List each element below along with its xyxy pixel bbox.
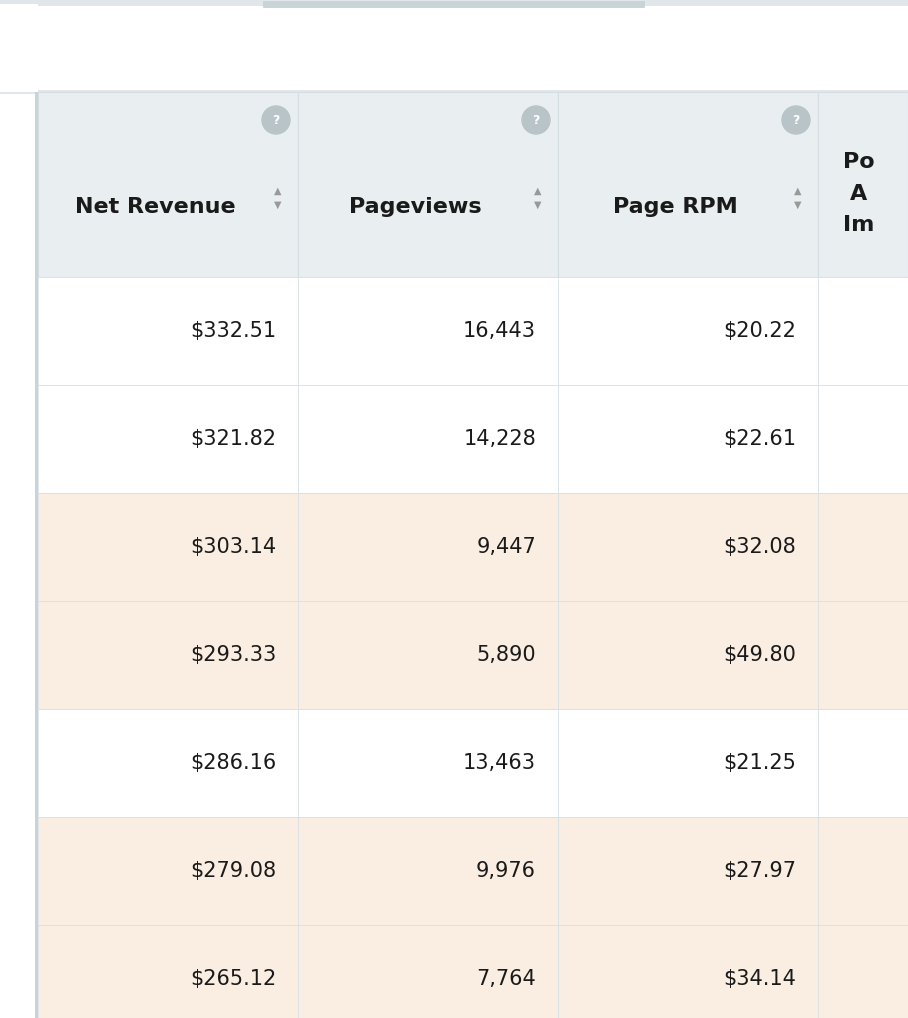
Bar	[38, 92, 298, 277]
Bar	[818, 493, 908, 601]
Bar	[0, 92, 908, 94]
Bar	[298, 493, 558, 601]
Text: 9,976: 9,976	[476, 861, 536, 881]
Text: 9,447: 9,447	[477, 538, 536, 557]
Bar	[558, 385, 818, 493]
Bar	[818, 925, 908, 1018]
Bar	[558, 277, 818, 385]
Bar	[38, 601, 298, 709]
Bar	[38, 925, 298, 1018]
Text: Pageviews: Pageviews	[350, 196, 482, 217]
Text: $286.16: $286.16	[190, 753, 276, 773]
Text: ?: ?	[532, 113, 539, 126]
Text: $303.14: $303.14	[190, 538, 276, 557]
Bar	[0, 0, 38, 1018]
Text: ▲: ▲	[794, 185, 802, 195]
Text: $21.25: $21.25	[723, 753, 796, 773]
Bar	[558, 493, 818, 601]
Text: $20.22: $20.22	[723, 321, 796, 341]
Text: ?: ?	[272, 113, 280, 126]
Bar	[298, 601, 558, 709]
Text: A: A	[850, 184, 867, 204]
Bar	[818, 277, 908, 385]
Bar	[38, 277, 298, 385]
Bar	[298, 709, 558, 817]
Text: $265.12: $265.12	[190, 969, 276, 989]
Bar	[298, 92, 558, 277]
Circle shape	[522, 106, 550, 134]
Text: 13,463: 13,463	[463, 753, 536, 773]
Text: $293.33: $293.33	[190, 645, 276, 665]
Bar	[38, 493, 298, 601]
Text: $22.61: $22.61	[723, 429, 796, 449]
Text: $321.82: $321.82	[190, 429, 276, 449]
Bar	[818, 385, 908, 493]
Bar	[298, 277, 558, 385]
Text: 5,890: 5,890	[477, 645, 536, 665]
Bar	[558, 925, 818, 1018]
Bar	[818, 817, 908, 925]
Circle shape	[262, 106, 290, 134]
Bar	[0, 0, 908, 4]
Bar	[38, 6, 908, 90]
Circle shape	[782, 106, 810, 134]
Bar	[818, 601, 908, 709]
Bar	[298, 817, 558, 925]
Text: 7,764: 7,764	[477, 969, 536, 989]
Bar	[558, 601, 818, 709]
Bar	[38, 385, 298, 493]
Bar	[36, 4, 908, 92]
Text: Po: Po	[843, 153, 874, 172]
Text: 16,443: 16,443	[463, 321, 536, 341]
Text: ▼: ▼	[534, 200, 542, 210]
Text: Im: Im	[843, 215, 874, 235]
Text: $279.08: $279.08	[190, 861, 276, 881]
Bar	[558, 817, 818, 925]
Text: $34.14: $34.14	[723, 969, 796, 989]
Text: $27.97: $27.97	[723, 861, 796, 881]
Bar	[298, 925, 558, 1018]
Text: Net Revenue: Net Revenue	[75, 196, 236, 217]
Text: 14,228: 14,228	[463, 429, 536, 449]
Bar	[298, 385, 558, 493]
Text: ▲: ▲	[534, 185, 542, 195]
Text: $32.08: $32.08	[724, 538, 796, 557]
Text: ▼: ▼	[794, 200, 802, 210]
Text: $49.80: $49.80	[723, 645, 796, 665]
Text: $332.51: $332.51	[190, 321, 276, 341]
Text: Page RPM: Page RPM	[613, 196, 738, 217]
Bar	[38, 817, 298, 925]
Bar	[35, 92, 38, 1018]
Text: ▲: ▲	[274, 185, 281, 195]
Bar	[818, 92, 908, 277]
Bar	[0, 0, 908, 92]
Text: ?: ?	[793, 113, 800, 126]
Bar	[558, 92, 818, 277]
Text: ▼: ▼	[274, 200, 281, 210]
Bar	[818, 709, 908, 817]
Bar	[558, 709, 818, 817]
Bar	[38, 709, 298, 817]
FancyBboxPatch shape	[263, 1, 645, 8]
